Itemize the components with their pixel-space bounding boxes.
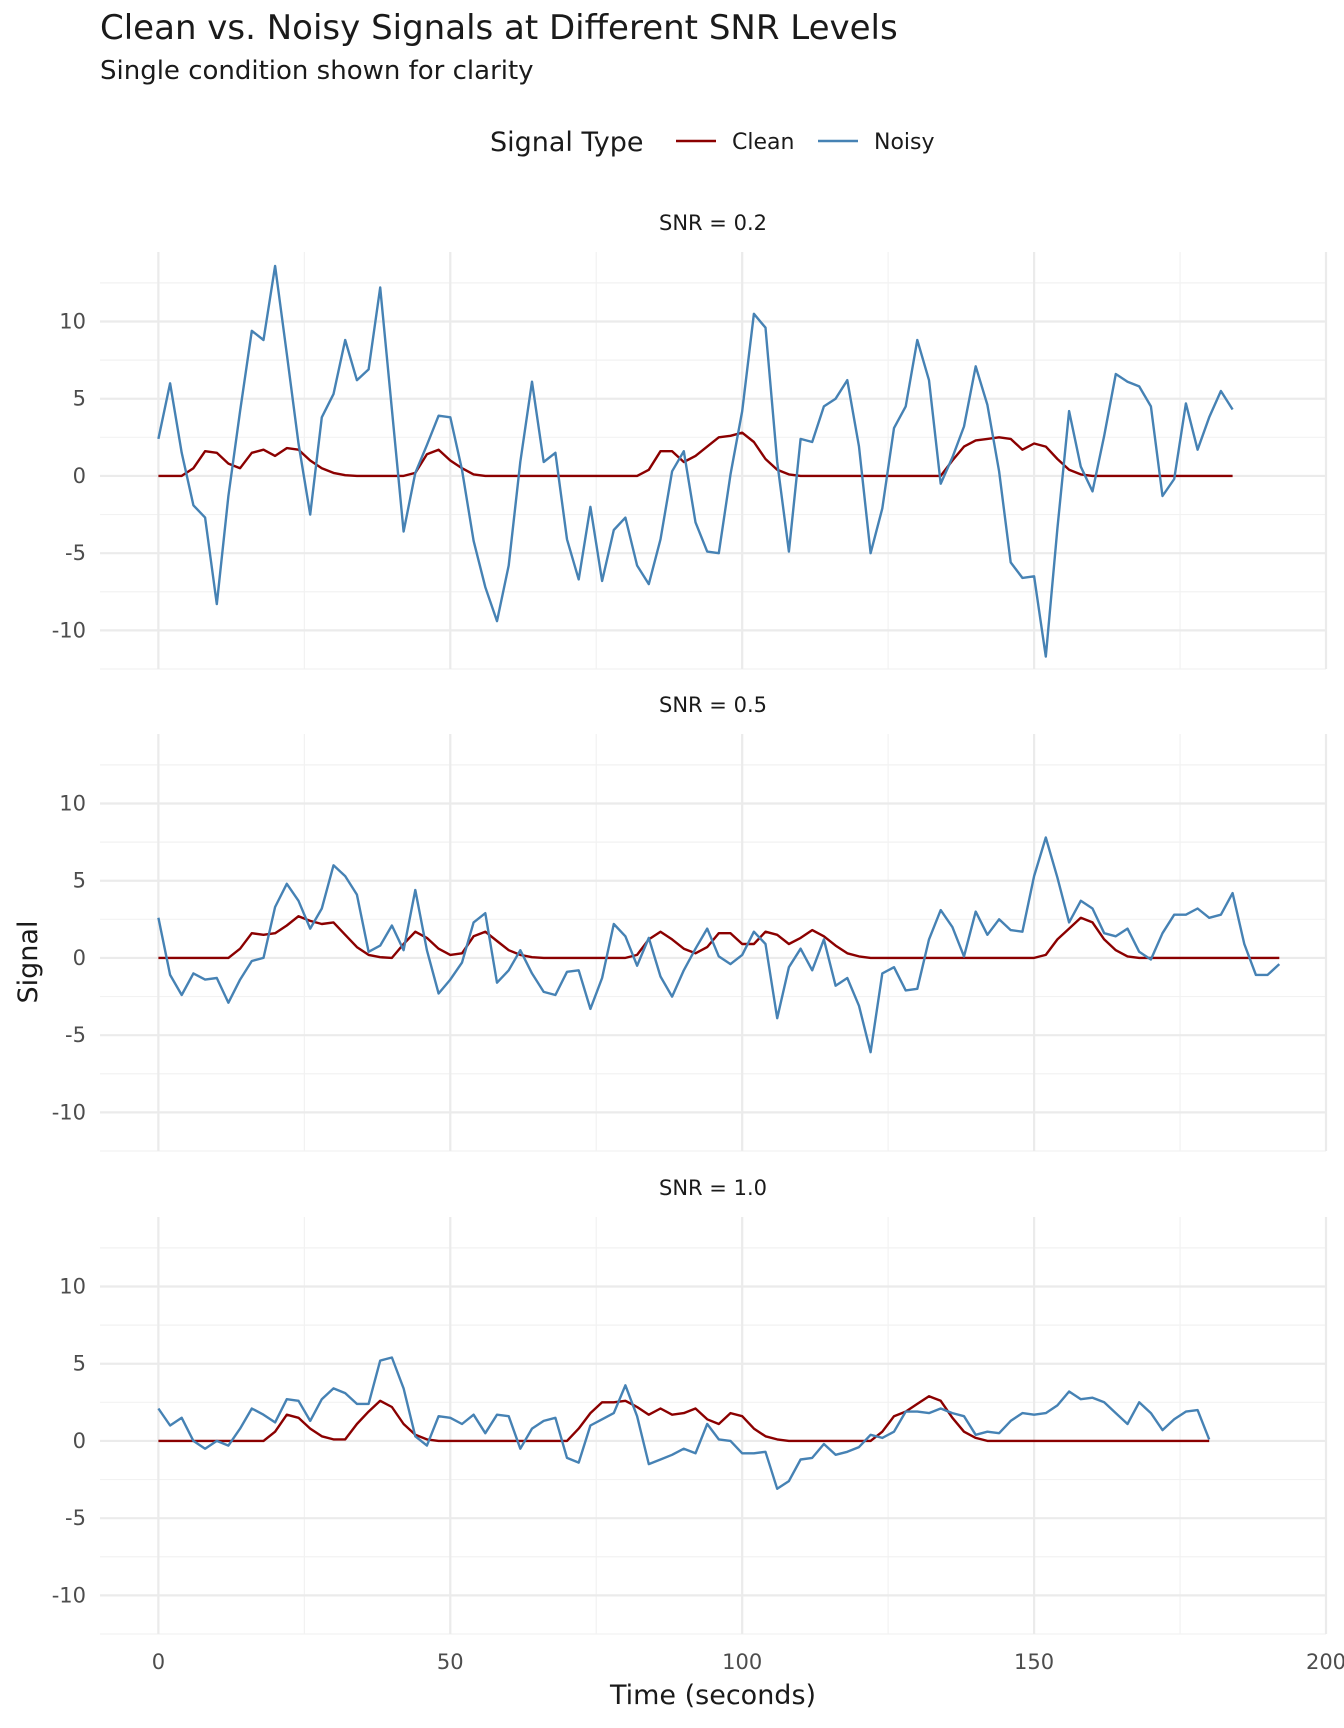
y-tick-label: 0 (73, 946, 86, 970)
x-axis-title: Time (seconds) (609, 1680, 816, 1711)
chart-title: Clean vs. Noisy Signals at Different SNR… (100, 8, 898, 48)
series-line-noisy (157, 1356, 1211, 1491)
y-tick-label: 10 (59, 310, 86, 334)
facet-strip-label: SNR = 0.2 (659, 211, 767, 235)
y-tick-label: -10 (52, 1583, 86, 1607)
y-axis-title: Signal (13, 921, 44, 1004)
y-tick-label: 5 (73, 387, 86, 411)
x-tick-label: 50 (437, 1650, 464, 1674)
legend-label-noisy: Noisy (874, 130, 935, 155)
x-tick-label: 0 (152, 1650, 165, 1674)
y-tick-label: 0 (73, 464, 86, 488)
x-axis: 0 50 100 150 200 (152, 1650, 1344, 1674)
y-tick-label: -5 (65, 541, 86, 565)
y-tick-label: -5 (65, 1023, 86, 1047)
y-tick-label: -10 (52, 618, 86, 642)
y-tick-label: 0 (73, 1429, 86, 1453)
facet-panel-1: SNR = 0.2 -10 -5 0 5 10 (52, 211, 1328, 670)
x-tick-label: 200 (1306, 1650, 1344, 1674)
legend: Signal Type Clean Noisy (490, 127, 935, 158)
facet-strip-label: SNR = 1.0 (659, 1176, 767, 1200)
x-tick-label: 100 (722, 1650, 762, 1674)
chart-subtitle: Single condition shown for clarity (100, 56, 534, 86)
y-tick-label: 10 (59, 792, 86, 816)
series-line-noisy (157, 264, 1234, 658)
series-line-clean (158, 431, 1233, 478)
y-tick-label: -10 (52, 1100, 86, 1124)
legend-label-clean: Clean (732, 130, 794, 155)
series-line-clean (158, 915, 1280, 960)
y-tick-label: 5 (73, 869, 86, 893)
facet-panel-3: SNR = 1.0 -10 -5 0 5 10 (52, 1176, 1328, 1635)
x-tick-label: 150 (1014, 1650, 1054, 1674)
y-tick-label: 10 (59, 1275, 86, 1299)
legend-title: Signal Type (490, 127, 644, 158)
y-tick-label: -5 (65, 1506, 86, 1530)
y-tick-label: 5 (73, 1352, 86, 1376)
facet-strip-label: SNR = 0.5 (659, 693, 767, 717)
facet-panel-2: SNR = 0.5 -10 -5 0 5 10 (52, 693, 1328, 1152)
series-line-clean (158, 1394, 1210, 1443)
series-line-noisy (157, 836, 1281, 1054)
